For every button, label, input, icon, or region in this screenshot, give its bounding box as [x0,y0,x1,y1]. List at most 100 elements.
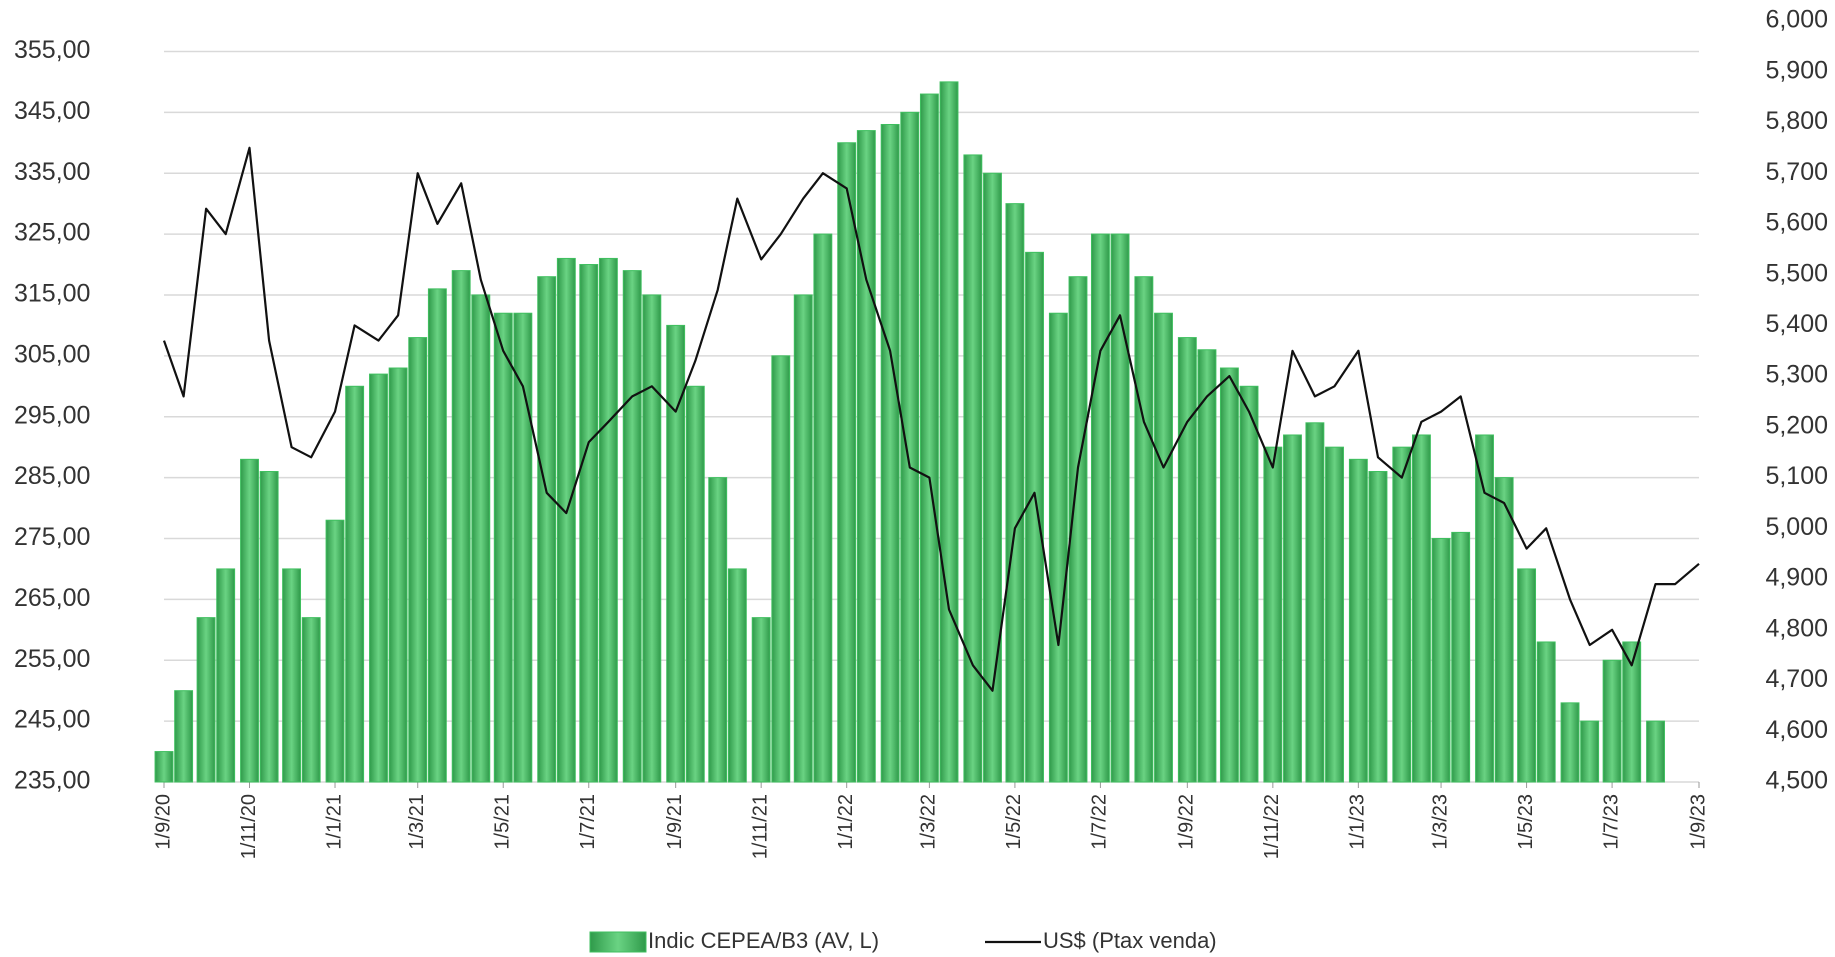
x-tick-label: 1/3/22 [918,794,940,850]
y-tick-label: 295,00 [14,401,90,429]
y-tick-label: 325,00 [14,219,90,247]
bar [1646,720,1665,783]
bar [301,617,321,783]
bar [1283,434,1302,783]
bar [369,373,388,783]
bar [1110,233,1130,783]
y2-tick-label: 4,700 [1765,665,1828,693]
bar [727,568,747,783]
bar [900,111,920,783]
bar [216,568,236,783]
bar [1392,446,1412,783]
y2-tick-label: 6,000 [1765,6,1828,34]
y-tick-label: 335,00 [14,158,90,186]
x-tick-label: 1/7/22 [1089,794,1111,850]
bar [196,617,216,783]
y-tick-label: 285,00 [14,462,90,490]
y2-tick-label: 4,500 [1765,767,1828,795]
y2-tick-label: 5,400 [1765,310,1828,338]
bar [556,257,576,783]
bar [793,294,813,783]
bar [880,123,900,783]
x-tick-label: 1/9/21 [664,794,686,850]
x-tick-label: 1/5/23 [1515,794,1537,850]
x-tick-label: 1/7/23 [1600,794,1622,850]
y-tick-label: 275,00 [14,523,90,551]
bar [1602,659,1622,783]
y2-tick-label: 5,700 [1765,158,1828,186]
bar [493,312,513,783]
y2-tick-label: 5,200 [1765,411,1828,439]
y-tick-label: 315,00 [14,280,90,308]
bar [622,270,642,783]
bar [1025,251,1044,783]
bar [1412,434,1431,783]
y2-tick-label: 5,300 [1765,361,1828,389]
x-tick-label: 1/9/22 [1176,794,1198,850]
legend-swatch [589,931,647,953]
bar [642,294,662,783]
bar [1197,349,1217,783]
bar [1048,312,1068,783]
x-tick-label: 1/5/22 [1003,794,1025,850]
bar [751,617,771,783]
x-tick-label: 1/1/23 [1347,794,1369,850]
y2-tick-label: 4,600 [1765,716,1828,744]
y2-tick-label: 4,800 [1765,614,1828,642]
bar [408,337,428,783]
x-tick-label: 1/1/21 [323,794,345,850]
legend-label: US$ (Ptax venda) [1043,928,1217,953]
line [162,146,1700,692]
bar [1177,337,1197,783]
x-tick-label: 1/5/21 [492,794,514,850]
y2-tick-label: 5,100 [1765,462,1828,490]
bar [1536,641,1556,783]
bar [1090,233,1110,783]
bar [240,458,259,783]
bar [1560,702,1580,783]
bar [259,471,279,783]
bar [939,81,959,783]
bar [666,324,686,783]
x-tick-label: 1/11/21 [749,794,771,859]
y-tick-label: 245,00 [14,706,90,734]
y-tick-label: 235,00 [14,767,90,795]
bar [837,142,857,783]
bar [388,367,408,783]
bar [1068,276,1088,783]
bar [1219,367,1239,783]
y2-tick-label: 5,000 [1765,513,1828,541]
bar [708,477,728,783]
bar [1580,720,1600,783]
y2-tick-label: 5,800 [1765,107,1828,135]
bar [1517,568,1537,783]
bar [771,355,791,783]
bar [451,270,471,783]
y-tick-label: 305,00 [14,340,90,368]
bar [1431,537,1451,783]
x-tick-label: 1/3/21 [406,794,428,850]
bar [813,233,833,783]
bar [1348,458,1368,783]
bar [685,385,705,783]
bar [919,93,939,783]
bar [1305,422,1325,783]
bar [1263,446,1283,783]
y-tick-label: 345,00 [14,97,90,125]
bar [983,172,1002,783]
bar [579,264,599,783]
bar [1154,312,1173,783]
y2-tick-label: 5,500 [1765,259,1828,287]
bar [282,568,302,783]
bar [1134,276,1154,783]
legend-label: Indic CEPEA/B3 (AV, L) [648,928,879,953]
x-tick-label: 1/7/21 [577,794,599,850]
bar [1005,203,1025,783]
bar [1451,531,1471,783]
x-tick-label: 1/11/20 [238,794,260,859]
bar [345,385,365,783]
y-tick-label: 355,00 [14,36,90,64]
y2-tick-label: 4,900 [1765,564,1828,592]
